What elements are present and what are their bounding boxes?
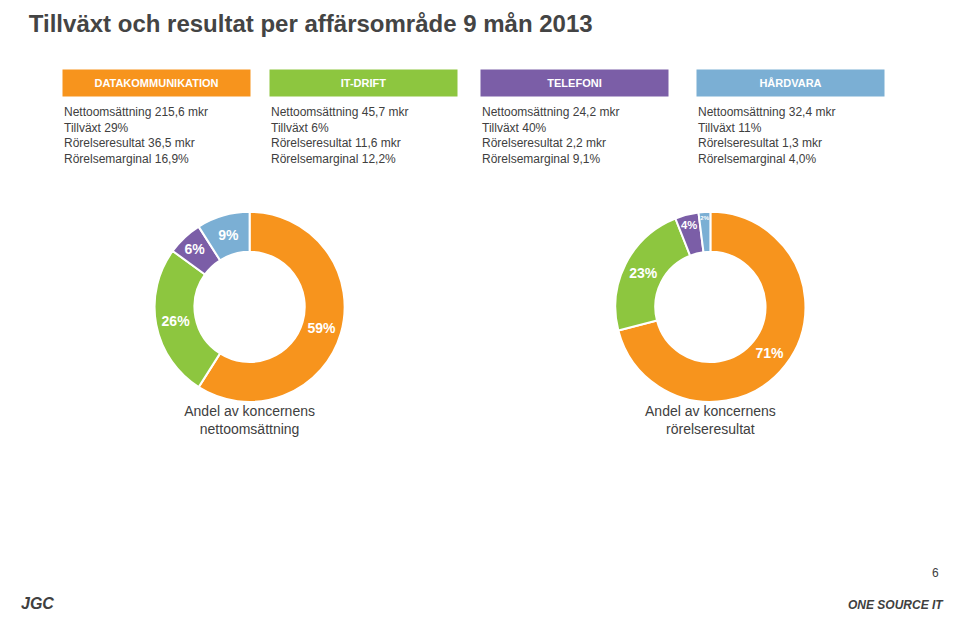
svg-text:9%: 9% (218, 227, 239, 243)
svg-text:DATAKOMMUNIKATION: DATAKOMMUNIKATION (94, 77, 218, 89)
svg-text:HÅRDVARA: HÅRDVARA (759, 77, 821, 89)
svg-text:Nettoomsättning 32,4 mkrTillvä: Nettoomsättning 32,4 mkrTillväxt 11%Röre… (698, 105, 835, 166)
svg-text:23%: 23% (629, 265, 658, 281)
svg-text:IT-DRIFT: IT-DRIFT (341, 77, 386, 89)
svg-text:Andel av koncernensnettoomsätt: Andel av koncernensnettoomsättning (184, 403, 315, 437)
svg-text:Andel av koncernensrörelseresu: Andel av koncernensrörelseresultat (645, 403, 776, 437)
svg-text:Nettoomsättning 24,2 mkrTillvä: Nettoomsättning 24,2 mkrTillväxt 40%Röre… (482, 105, 619, 166)
svg-text:ONE SOURCE IT: ONE SOURCE IT (848, 598, 944, 612)
svg-text:2%: 2% (700, 215, 709, 221)
svg-text:JGC: JGC (21, 595, 54, 612)
svg-text:4%: 4% (681, 219, 697, 231)
svg-text:6: 6 (932, 566, 939, 580)
svg-text:26%: 26% (162, 313, 191, 329)
svg-text:6%: 6% (184, 241, 205, 257)
svg-text:Nettoomsättning 215,6 mkrTillv: Nettoomsättning 215,6 mkrTillväxt 29%Rör… (64, 105, 208, 166)
svg-text:Tillväxt och resultat per affä: Tillväxt och resultat per affärsområde 9… (29, 10, 593, 37)
svg-text:Nettoomsättning 45,7 mkrTillvä: Nettoomsättning 45,7 mkrTillväxt 6%Rörel… (271, 105, 408, 166)
svg-text:59%: 59% (307, 320, 336, 336)
svg-text:TELEFONI: TELEFONI (547, 77, 601, 89)
svg-text:71%: 71% (755, 345, 784, 361)
